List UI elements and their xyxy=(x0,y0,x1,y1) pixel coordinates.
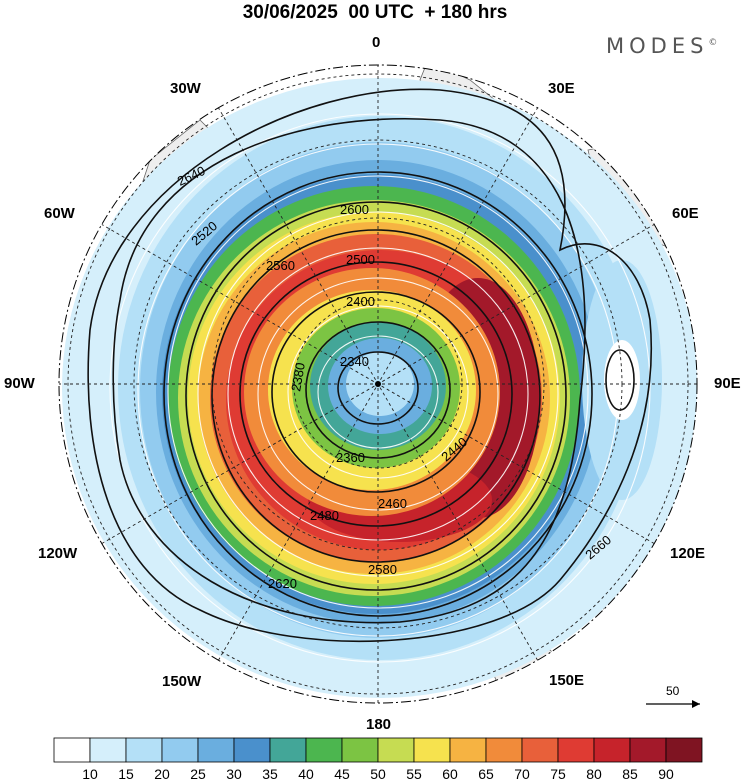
colorbar-tick: 35 xyxy=(262,766,278,782)
colorbar-swatch xyxy=(557,737,595,763)
colorbar-tick: 70 xyxy=(514,766,530,782)
lon-label-150w: 150W xyxy=(162,673,202,690)
lon-label-90e: 90E xyxy=(714,375,741,392)
colorbar-swatch xyxy=(341,737,379,763)
contour-label: 2360 xyxy=(336,450,365,465)
contour-label: 2560 xyxy=(266,258,295,273)
lon-label-90w: 90W xyxy=(4,375,35,392)
colorbar-swatch xyxy=(521,737,559,763)
colorbar-tick: 20 xyxy=(154,766,170,782)
contour-label: 2340 xyxy=(340,354,369,369)
colorbar-tick: 30 xyxy=(226,766,242,782)
colorbar-tick: 65 xyxy=(478,766,494,782)
colorbar-swatch xyxy=(197,737,235,763)
lon-label-120e: 120E xyxy=(670,545,706,562)
colorbar-swatch xyxy=(485,737,523,763)
lon-label-60w: 60W xyxy=(44,205,75,222)
colorbar-tick: 90 xyxy=(658,766,674,782)
colorbar-tick: 45 xyxy=(334,766,350,782)
colorbar-tick: 25 xyxy=(190,766,206,782)
colorbar-swatch xyxy=(89,737,127,763)
colorbar-tick: 80 xyxy=(586,766,602,782)
contour-label: 2400 xyxy=(346,294,375,309)
colorbar-tick: 10 xyxy=(82,766,98,782)
contour-label: 2380 xyxy=(288,361,308,392)
contour-label: 2460 xyxy=(378,496,407,511)
colorbar-tick: 55 xyxy=(406,766,422,782)
reference-vector-label: 50 xyxy=(666,684,680,698)
colorbar-swatch xyxy=(593,737,631,763)
contour-label-group: 2340 2380 2360 2400 2440 2460 2480 2500 … xyxy=(175,163,614,591)
colorbar-tick: 50 xyxy=(370,766,386,782)
lon-label-60e: 60E xyxy=(672,205,699,222)
colorbar-swatch xyxy=(305,737,343,763)
colorbar-swatch xyxy=(233,737,271,763)
colorbar-swatch xyxy=(161,737,199,763)
map-title: 30/06/2025 00 UTC + 180 hrs xyxy=(242,2,508,23)
map-boundary xyxy=(58,64,698,704)
colorbar-swatch xyxy=(377,737,415,763)
lon-label-150e: 150E xyxy=(549,672,585,689)
colorbar-swatch xyxy=(53,737,91,763)
colorbar-tick: 75 xyxy=(550,766,566,782)
colorbar-tick: 85 xyxy=(622,766,638,782)
colorbar-swatch xyxy=(665,737,703,763)
lon-label-30w: 30W xyxy=(170,80,201,97)
contour-label: 2580 xyxy=(368,562,397,577)
colorbar-tick: 40 xyxy=(298,766,314,782)
brand-name: MODES xyxy=(606,34,709,58)
brand-mark: © xyxy=(708,38,718,48)
colorbar-swatch xyxy=(413,737,451,763)
colorbar xyxy=(53,737,703,763)
lon-label-180: 180 xyxy=(366,716,392,733)
colorbar-tick: 60 xyxy=(442,766,458,782)
brand-logo: MODES© xyxy=(606,34,717,58)
colorbar-swatch xyxy=(269,737,307,763)
contour-label: 2600 xyxy=(340,202,369,217)
contour-label: 2620 xyxy=(268,576,297,591)
colorbar-swatch xyxy=(629,737,667,763)
south-pole-marker xyxy=(375,381,381,387)
lon-label-120w: 120W xyxy=(38,545,78,562)
colorbar-tick: 15 xyxy=(118,766,134,782)
height-contours xyxy=(87,88,652,643)
lon-label-30e: 30E xyxy=(548,80,575,97)
colorbar-swatch xyxy=(125,737,163,763)
colorbar-swatch xyxy=(449,737,487,763)
lon-label-0: 0 xyxy=(372,34,381,51)
reference-vector-arrow xyxy=(646,700,700,708)
contour-label: 2500 xyxy=(346,252,375,267)
contour-label: 2480 xyxy=(310,508,339,523)
